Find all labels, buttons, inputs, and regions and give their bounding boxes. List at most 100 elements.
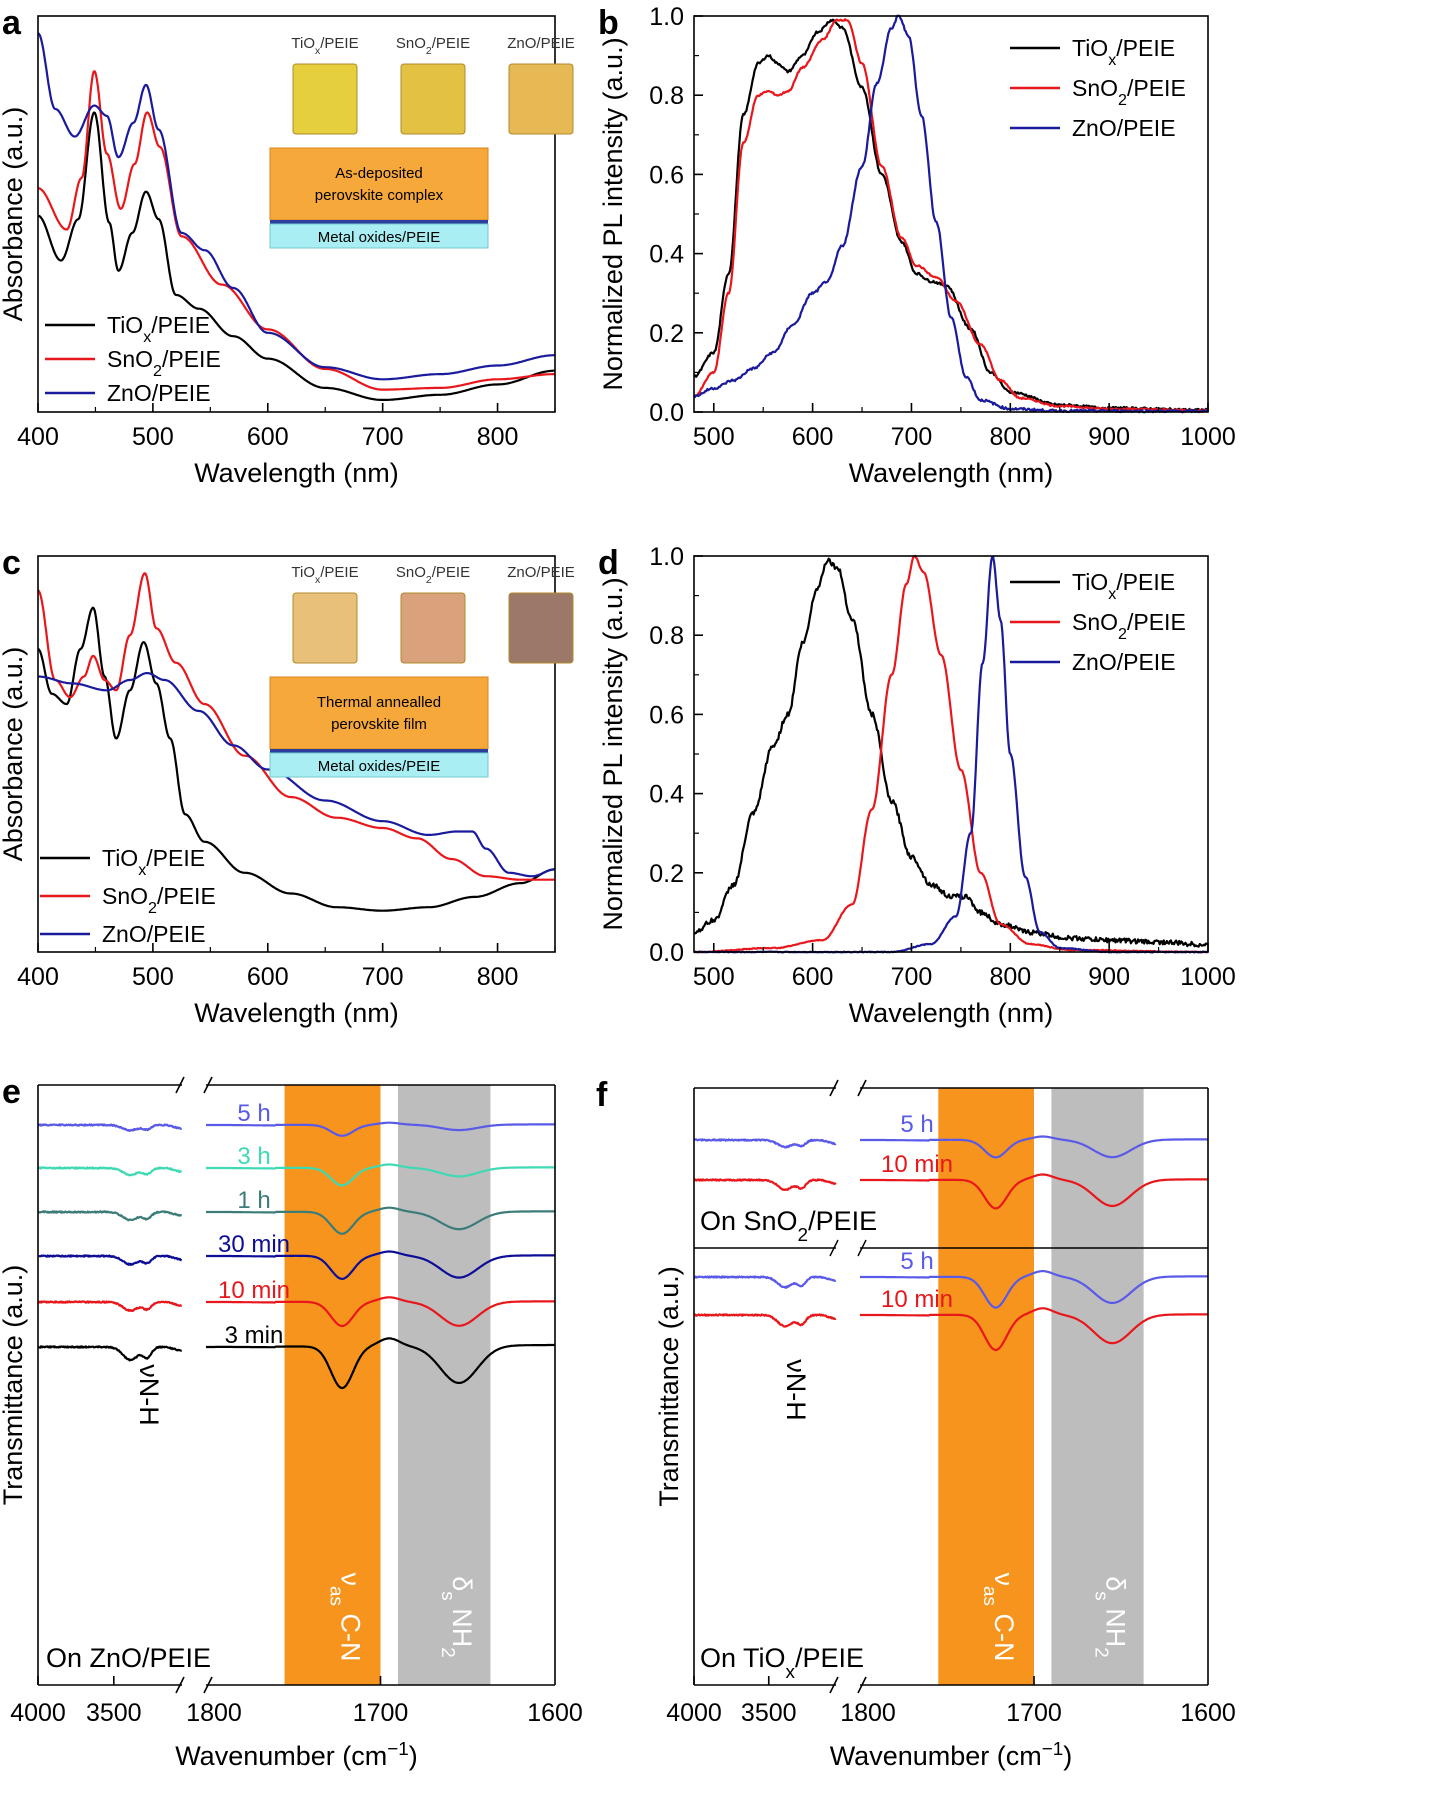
band-label-cn: νas C-N	[980, 1573, 1020, 1662]
panel-e: 5 h 3 h 1 h 30 min 10 min 3 min 4000 3500 1800 17…	[0, 1073, 583, 1771]
substrate-layer	[269, 223, 489, 249]
axis-break	[203, 1676, 213, 1694]
x-tick-label: 500	[693, 963, 735, 991]
band-nh2	[397, 1085, 491, 1685]
film-label-line1: As-deposited	[335, 165, 423, 182]
peie-layer	[270, 220, 488, 224]
ftir-curve-nh-3 h	[37, 1166, 183, 1177]
y-axis-label: Absorbance (a.u.)	[0, 107, 28, 322]
ftir-curve-nh-TiOx 5 h	[693, 1275, 837, 1289]
ftir-curve-nh-SnO2 5 h	[693, 1138, 837, 1149]
panel-label: f	[596, 1076, 608, 1114]
film-layer	[269, 676, 489, 750]
panel-label: a	[2, 4, 22, 42]
legend-label: TiOx/PEIE	[1072, 569, 1175, 603]
axis-break	[857, 1239, 867, 1257]
y-tick-label: 0.2	[649, 860, 684, 888]
ftir-curve-cn-30 min	[205, 1250, 556, 1280]
ftir-curve-cn-3 min	[205, 1337, 556, 1390]
panel-label: d	[598, 544, 619, 582]
x-tick-label: 700	[362, 963, 404, 991]
y-tick-label: 1.0	[649, 3, 684, 31]
series-line-TiOx/PEIE	[37, 111, 556, 401]
ftir-curve-cn-5 h	[205, 1121, 556, 1137]
x-axis-label: Wavenumber (cm−1)	[830, 1739, 1073, 1772]
legend-label: ZnO/PEIE	[1072, 115, 1176, 141]
x-tick-label: 700	[362, 423, 404, 451]
x-tick-label: 4000	[10, 1699, 66, 1727]
sample-photo	[400, 592, 466, 664]
inset-sample-label: TiOx/PEIE	[291, 35, 358, 57]
series-label: 1 h	[237, 1187, 270, 1214]
inset-sample-label: ZnO/PEIE	[507, 35, 575, 52]
sample-photo	[292, 63, 358, 135]
axis-break	[829, 1079, 839, 1097]
axis-break	[829, 1239, 839, 1257]
x-tick-label: 800	[477, 963, 519, 991]
series-label: 3 min	[225, 1322, 284, 1349]
band-cn	[284, 1085, 381, 1685]
ftir-curve-nh-10 min	[37, 1300, 183, 1312]
panel-label: e	[2, 1073, 21, 1111]
ftir-curve-nh-30 min	[37, 1254, 183, 1266]
legend-label: TiOx/PEIE	[1072, 35, 1175, 69]
panel-label: b	[598, 4, 619, 42]
axis-break	[203, 1076, 213, 1094]
series-label: 5 h	[900, 1248, 933, 1275]
x-tick-label: 1600	[527, 1699, 583, 1727]
inset-sample-label: SnO2/PEIE	[396, 564, 470, 586]
legend-label: ZnO/PEIE	[1072, 649, 1176, 675]
x-tick-label: 400	[17, 963, 59, 991]
x-axis-label: Wavelength (nm)	[194, 458, 399, 488]
nh-band-label: νN-H	[781, 1359, 811, 1421]
legend-label: TiOx/PEIE	[102, 845, 205, 879]
x-axis-label: Wavelength (nm)	[849, 458, 1054, 488]
x-tick-label: 900	[1088, 423, 1130, 451]
series-label: 10 min	[881, 1151, 953, 1178]
y-tick-label: 0.8	[649, 622, 684, 650]
substrate-label-bottom: On TiOx/PEIE	[700, 1643, 864, 1683]
band-label-nh2: δs NH2	[438, 1576, 478, 1658]
panel-d: 500 600 700 800 900 1000 0.0 0.2 0.4 0.6 0.8 1.0 Wav…	[598, 543, 1236, 1028]
y-axis-label: Normalized PL intensity (a.u.)	[598, 577, 628, 930]
x-tick-label: 800	[989, 423, 1031, 451]
x-tick-label: 4000	[666, 1699, 722, 1727]
panel-f: 5 h 10 min 5 h 10 min 4000 3500 1800 1700 1600 νa…	[596, 1076, 1236, 1771]
axis-break	[175, 1076, 185, 1094]
x-tick-label: 500	[132, 423, 174, 451]
series-line-TiOx/PEIE	[37, 606, 556, 912]
panel-b: 500 600 700 800 900 1000 0.0 0.2 0.4 0.6 0.8 1.0 Wav…	[598, 3, 1236, 488]
x-tick-label: 1600	[1180, 1699, 1236, 1727]
ftir-curve-nh-TiOx 10 min	[693, 1313, 837, 1328]
legend-label: SnO2/PEIE	[1072, 75, 1186, 109]
legend-label: ZnO/PEIE	[102, 921, 206, 947]
x-tick-label: 600	[792, 963, 834, 991]
x-tick-label: 600	[247, 963, 289, 991]
axis-break	[857, 1079, 867, 1097]
sample-photo	[400, 63, 466, 135]
x-tick-label: 1700	[1006, 1699, 1062, 1727]
legend-label: TiOx/PEIE	[107, 312, 210, 346]
x-tick-label: 800	[989, 963, 1031, 991]
film-label-line2: perovskite complex	[315, 187, 444, 204]
substrate-label-top: On SnO2/PEIE	[700, 1206, 877, 1246]
peie-layer	[270, 749, 488, 753]
x-tick-label: 900	[1088, 963, 1130, 991]
inset-sample-label: TiOx/PEIE	[291, 564, 358, 586]
y-tick-label: 1.0	[649, 543, 684, 571]
ftir-curve-nh-1 h	[37, 1210, 183, 1222]
x-tick-label: 3500	[741, 1699, 797, 1727]
x-tick-label: 1000	[1180, 423, 1236, 451]
x-tick-label: 400	[17, 423, 59, 451]
x-axis-label: Wavelength (nm)	[849, 998, 1054, 1028]
x-tick-label: 800	[477, 423, 519, 451]
ftir-curve-cn-SnO2 5 h	[859, 1135, 1209, 1159]
x-axis-label: Wavelength (nm)	[194, 998, 399, 1028]
substrate-label: On ZnO/PEIE	[46, 1643, 211, 1673]
film-label-line1: Thermal annealled	[317, 694, 441, 711]
sample-photo	[508, 63, 574, 135]
y-tick-label: 0.4	[649, 781, 684, 809]
x-axis-label: Wavenumber (cm−1)	[175, 1739, 418, 1772]
series-label: 10 min	[881, 1286, 953, 1313]
x-tick-label: 3500	[86, 1699, 142, 1727]
